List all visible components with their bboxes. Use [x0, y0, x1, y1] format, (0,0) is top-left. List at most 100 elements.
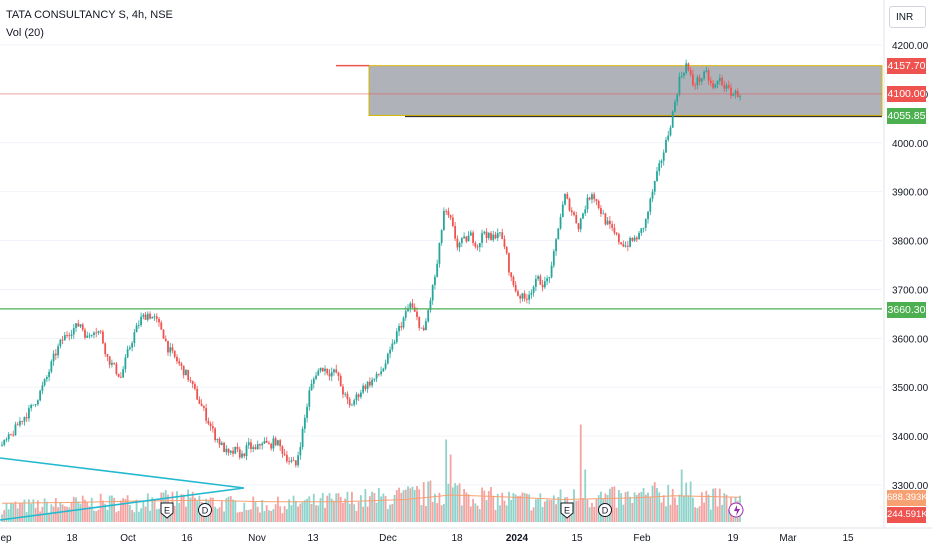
candle-body: [653, 181, 656, 192]
candle-body: [658, 163, 661, 172]
candle-body: [667, 135, 670, 140]
candle-body: [407, 308, 409, 312]
candle-body: [81, 324, 84, 330]
volume-bar: [463, 488, 465, 522]
candle-body: [19, 421, 21, 426]
volume-bar: [124, 499, 127, 522]
volume-bar: [519, 495, 522, 522]
candle-body: [532, 286, 535, 293]
volume-bar: [543, 501, 546, 522]
volume-bar: [283, 506, 286, 522]
volume-bar: [119, 500, 122, 522]
candle-body: [550, 265, 553, 278]
volume-bar: [321, 492, 324, 522]
volume-bar: [640, 491, 643, 522]
volume-bar: [611, 487, 614, 522]
dividend-marker: [198, 503, 212, 517]
volume-bar: [575, 500, 578, 522]
volume-bar: [644, 494, 647, 522]
candle-body: [72, 328, 75, 335]
volume-ma-badge: 688.393K: [887, 490, 928, 506]
candle-body: [714, 84, 717, 88]
candle-body: [629, 237, 631, 247]
volume-bar: [368, 496, 371, 522]
volume-bar: [142, 500, 145, 522]
volume-bar: [194, 497, 196, 522]
candle-body: [404, 311, 407, 318]
candle-body: [606, 220, 609, 225]
triangle-drawing: [0, 457, 245, 521]
volume-bar: [227, 496, 230, 522]
volume-bar: [409, 488, 412, 522]
candle-body: [176, 356, 178, 362]
candle-body: [207, 420, 210, 424]
candle-body: [259, 444, 261, 446]
candle-body: [541, 284, 544, 288]
volume-bar: [234, 500, 237, 522]
volume-bar: [678, 494, 681, 522]
candle-body: [409, 303, 412, 309]
candle-body: [586, 197, 589, 210]
volume-bar: [429, 480, 432, 522]
volume-bar: [16, 508, 19, 522]
candle-body: [36, 400, 39, 405]
candle-body: [151, 316, 154, 319]
volume-bar: [438, 492, 441, 522]
volume-bar: [548, 499, 551, 522]
volume-bar: [308, 496, 311, 522]
volume-bar: [285, 509, 288, 522]
volume-bar: [104, 503, 107, 522]
candle-body: [234, 446, 237, 454]
volume-bar: [579, 424, 582, 522]
candle-body: [514, 284, 517, 292]
candle-body: [164, 338, 167, 341]
volume-bar: [373, 493, 376, 522]
candle-body: [691, 74, 694, 86]
candle-body: [196, 388, 199, 400]
candle-body: [683, 73, 685, 76]
currency-button[interactable]: INR: [889, 6, 926, 28]
candle-body: [712, 83, 714, 88]
volume-bar: [413, 489, 416, 522]
volume-bar: [422, 482, 425, 522]
candle-body: [443, 210, 445, 231]
candle-body: [582, 213, 584, 219]
volume-bar: [420, 505, 423, 522]
candle-body: [458, 242, 461, 248]
volume-bar: [220, 500, 223, 522]
candle-body: [512, 276, 515, 285]
volume-bar: [449, 454, 452, 522]
volume-bar: [12, 503, 15, 522]
candle-body: [570, 210, 573, 213]
candle-body: [14, 424, 17, 436]
candle-body: [360, 392, 362, 398]
candle-body: [54, 353, 57, 356]
candle-body: [707, 70, 710, 81]
candle-body: [250, 442, 252, 450]
candle-body: [597, 200, 600, 209]
price-tick-label: 3500.00: [892, 383, 929, 394]
candle-body: [436, 263, 439, 277]
volume-bar: [128, 505, 131, 522]
candle-body: [348, 399, 351, 406]
volume-bars: [1, 424, 741, 522]
candle-body: [160, 322, 163, 330]
volume-bar: [683, 495, 685, 522]
candle-body: [115, 363, 118, 374]
candle-body: [611, 224, 614, 228]
candle-body: [696, 77, 699, 86]
candle-body: [102, 331, 104, 344]
candle-body: [113, 362, 116, 364]
volume-ma-line: [1, 494, 741, 504]
volume-bar: [698, 506, 701, 522]
candle-body: [633, 237, 636, 241]
volume-bar: [176, 491, 178, 522]
candle-body: [229, 450, 232, 453]
volume-bar: [357, 501, 360, 522]
candle-body: [602, 213, 605, 215]
volume-bar: [319, 498, 322, 522]
candle-body: [559, 217, 562, 229]
volume-bar: [84, 499, 86, 522]
volume-bar: [586, 499, 589, 522]
